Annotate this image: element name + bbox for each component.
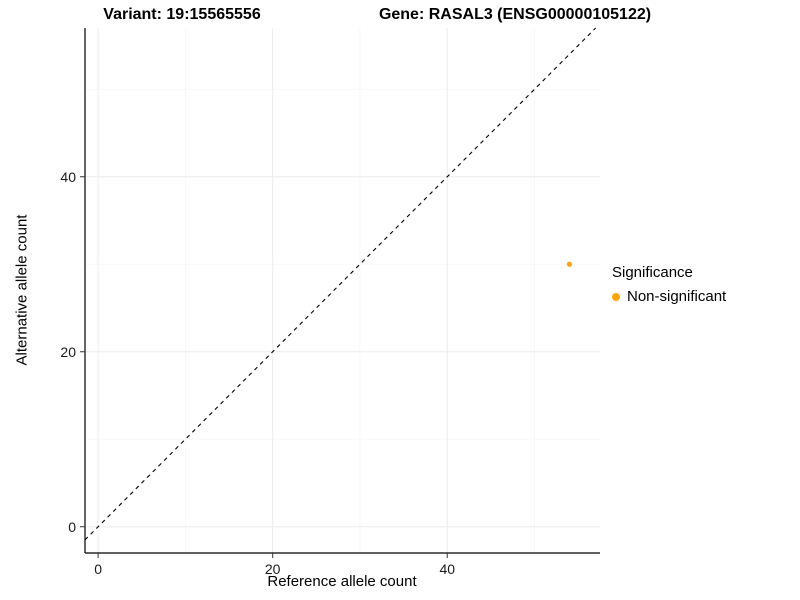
y-tick-label: 40 (60, 169, 76, 185)
x-tick-label: 20 (265, 561, 281, 577)
y-axis-title: Alternative allele count (13, 214, 31, 366)
legend-swatch-dot-icon (612, 292, 620, 301)
plot-title-variant: Variant: 19:15565556 (103, 6, 261, 23)
y-tick-label: 20 (60, 344, 76, 360)
legend-entry-label: Non-significant (627, 288, 727, 305)
legend: Significance Non-significant (612, 264, 726, 305)
x-axis-title: Reference allele count (267, 573, 417, 590)
plot-title-gene: Gene: RASAL3 (ENSG00000105122) (378, 6, 652, 23)
identity-reference-line (84, 27, 597, 541)
legend-title: Significance (612, 264, 693, 281)
x-tick-label: 0 (94, 561, 102, 577)
y-tick-label: 0 (68, 519, 76, 535)
data-point (566, 261, 573, 267)
legend-entry: Non-significant (612, 288, 726, 305)
x-tick-label: 40 (439, 561, 455, 577)
